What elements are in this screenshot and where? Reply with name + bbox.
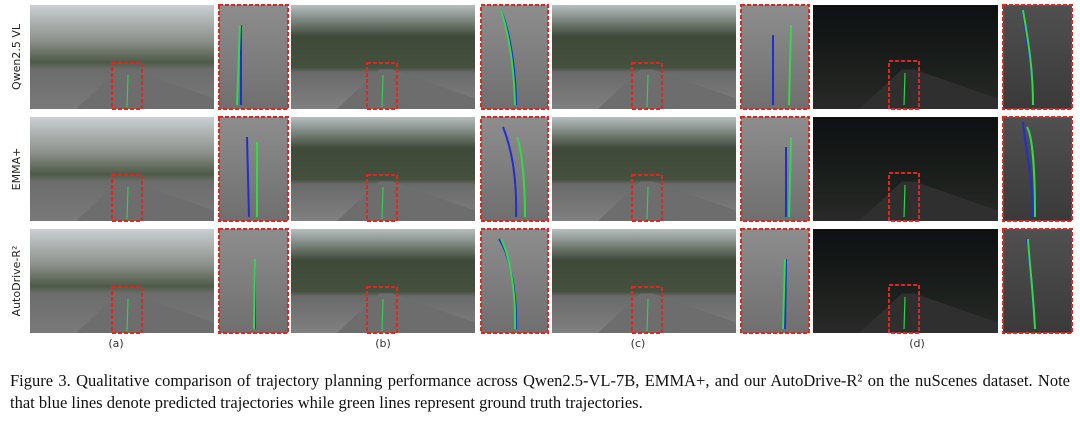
column-label: (d) <box>909 337 925 350</box>
zoom-trajectories <box>253 258 256 330</box>
row-label: EMMA+ <box>10 148 23 191</box>
zoom-border <box>740 4 810 110</box>
road-lane <box>859 69 998 109</box>
zoom-trajectories <box>772 24 792 106</box>
figure-caption: Figure 3. Qualitative comparison of traj… <box>10 371 1070 412</box>
zoom-trajectories <box>1022 121 1036 218</box>
zoom-border <box>1002 228 1073 334</box>
zoom-border <box>1002 4 1073 110</box>
zoom-region <box>366 174 398 222</box>
figure-panels: (a) (b) (c) (d) Qwen2.5 VL EMMA+ AutoDrive-R² <box>10 4 1073 350</box>
ground-truth-trajectory <box>516 136 526 218</box>
zoom-region <box>631 286 663 334</box>
row-label: AutoDrive-R² <box>10 246 23 317</box>
zoom-border <box>480 228 549 334</box>
ground-truth-trajectory <box>253 258 256 330</box>
predicted-trajectory <box>1022 121 1034 218</box>
zoom-region <box>111 174 143 222</box>
road-lane <box>76 181 214 221</box>
zoom-panel <box>219 5 288 109</box>
scene-trajectory <box>381 74 384 108</box>
predicted-trajectory <box>246 136 250 218</box>
zoom-panel <box>1003 229 1072 333</box>
column-label: (c) <box>631 337 646 350</box>
zoom-region <box>111 286 143 334</box>
zoom-region <box>631 174 663 222</box>
zoom-border <box>480 116 549 222</box>
zoom-region <box>366 286 398 334</box>
column-label: (a) <box>108 337 123 350</box>
ground-truth-trajectory <box>500 238 517 330</box>
road-lane <box>76 293 214 333</box>
ground-truth-trajectory <box>1026 126 1036 218</box>
ground-truth-trajectory <box>236 24 241 106</box>
scene-trajectory <box>126 298 129 332</box>
ground-truth-trajectory <box>500 9 516 106</box>
zoom-trajectories <box>782 258 787 330</box>
ground-truth-trajectory <box>788 136 792 218</box>
scene-trajectory <box>381 186 384 220</box>
scene-trajectory <box>903 72 906 106</box>
zoom-border <box>218 116 289 222</box>
zoom-panel <box>741 117 809 221</box>
road-lane <box>337 293 475 333</box>
scene-trajectory <box>381 298 384 332</box>
scene-trajectory <box>646 298 649 332</box>
zoom-trajectories <box>1022 9 1034 106</box>
row-label: Qwen2.5 VL <box>10 23 23 90</box>
column-label: (b) <box>375 337 391 350</box>
zoom-region <box>888 60 920 110</box>
ground-truth-trajectory <box>1022 9 1034 106</box>
zoom-border <box>480 4 549 110</box>
zoom-region <box>631 62 663 110</box>
scene-trajectory <box>903 184 906 218</box>
scene-trajectory <box>646 186 649 220</box>
ground-truth-trajectory <box>1027 238 1036 330</box>
zoom-trajectories <box>246 136 258 218</box>
zoom-border <box>740 116 810 222</box>
zoom-border <box>218 4 289 110</box>
zoom-region <box>888 172 920 222</box>
scene-trajectory <box>126 74 129 108</box>
zoom-panel <box>1003 5 1072 109</box>
scene-trajectory <box>646 74 649 108</box>
scene-trajectory <box>126 186 129 220</box>
zoom-border <box>1002 116 1073 222</box>
zoom-region <box>888 284 920 334</box>
zoom-panel <box>741 5 809 109</box>
zoom-region <box>111 62 143 110</box>
road-lane <box>859 181 998 221</box>
zoom-trajectories <box>1026 238 1036 330</box>
zoom-region <box>366 62 398 110</box>
zoom-border <box>218 228 289 334</box>
zoom-panel <box>741 229 809 333</box>
zoom-panel <box>219 117 288 221</box>
zoom-panel <box>1003 117 1072 221</box>
zoom-trajectories <box>502 126 526 218</box>
road-lane <box>337 181 475 221</box>
zoom-trajectories <box>236 24 242 106</box>
zoom-trajectories <box>785 136 792 218</box>
zoom-trajectories <box>500 9 517 106</box>
zoom-border <box>740 228 810 334</box>
road-lane <box>859 293 998 333</box>
predicted-trajectory <box>784 258 787 330</box>
scene-trajectory <box>903 296 906 330</box>
ground-truth-trajectory <box>782 258 786 330</box>
zoom-trajectories <box>498 238 518 330</box>
road-lane <box>337 69 475 109</box>
predicted-trajectory <box>502 126 518 218</box>
ground-truth-trajectory <box>788 24 792 106</box>
road-lane <box>76 69 214 109</box>
